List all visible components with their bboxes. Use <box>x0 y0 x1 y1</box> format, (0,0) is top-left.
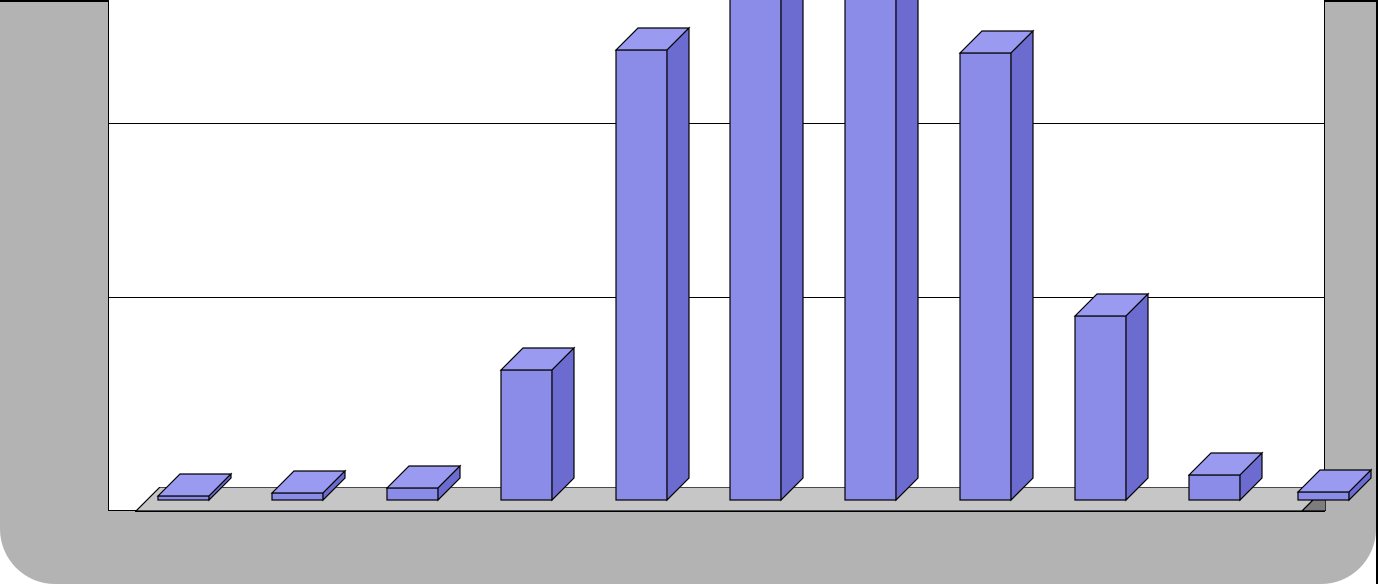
bar <box>1298 470 1371 500</box>
bar <box>501 348 574 500</box>
bar <box>730 0 803 500</box>
y-axis-box <box>108 0 136 511</box>
bar <box>158 474 231 500</box>
plot-area <box>135 0 1325 512</box>
bar <box>1189 453 1262 500</box>
bar <box>272 471 345 500</box>
y-axis-tick <box>108 123 136 124</box>
bar <box>845 0 918 500</box>
y-axis-tick <box>108 297 136 298</box>
bar <box>960 31 1033 500</box>
bar <box>1075 294 1148 500</box>
bar <box>387 466 460 500</box>
frame-corner-round-bl <box>0 474 110 584</box>
chart-frame <box>0 0 1378 584</box>
bar <box>616 28 689 500</box>
